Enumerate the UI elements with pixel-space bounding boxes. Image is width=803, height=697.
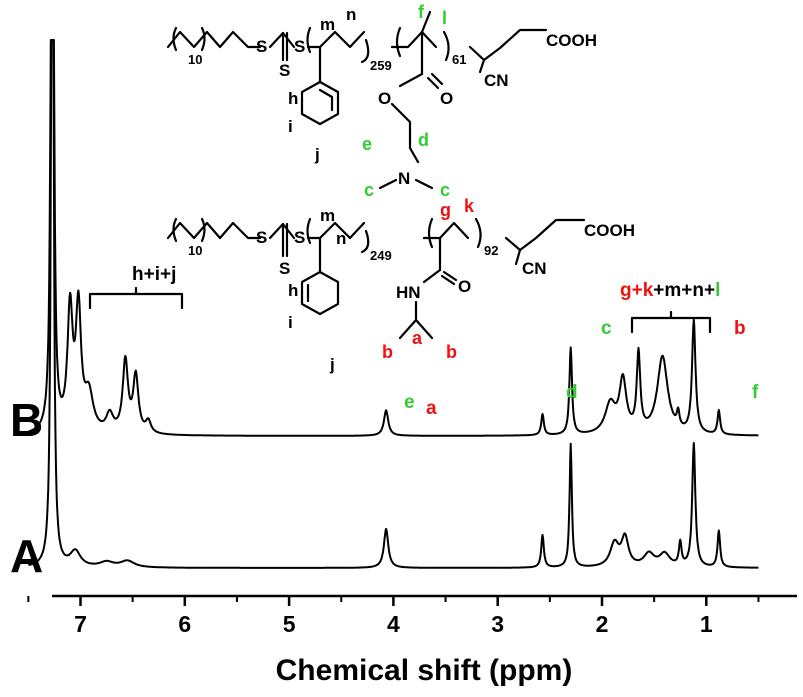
- top-second-subscript: 61: [452, 52, 466, 67]
- top-i: i: [288, 117, 293, 136]
- top-e: e: [362, 134, 372, 154]
- bottom-chain-subscript: 10: [188, 243, 202, 258]
- x-tick-label-2: 2: [596, 611, 609, 637]
- x-tick-label-1: 1: [700, 611, 713, 637]
- top-m: m: [320, 15, 335, 34]
- bracket-multi: [630, 310, 712, 334]
- bottom-n: n: [336, 229, 346, 248]
- peak-annotations: h+i+j e a d c g+k+m+n+l b f: [88, 264, 759, 419]
- annotation-d: d: [566, 382, 578, 403]
- bottom-cn: CN: [522, 259, 547, 278]
- structure-bottom: 10 S S S m n 249 h i j O HN 92 COOH CN g: [166, 196, 635, 374]
- x-tick-label-3: 3: [491, 611, 504, 637]
- x-tick-label-5: 5: [283, 611, 296, 637]
- top-d: d: [418, 130, 429, 150]
- top-n-atom: N: [398, 169, 410, 188]
- bottom-j: j: [329, 355, 335, 374]
- annotation-c: c: [601, 318, 612, 339]
- x-axis: 7 6 5 4 3 2 1: [27, 594, 797, 637]
- bottom-second-subscript: 92: [484, 243, 498, 258]
- annotation-multi-part3: l: [715, 280, 720, 301]
- bottom-a: a: [412, 328, 423, 348]
- spectra: [27, 39, 759, 569]
- bottom-styrene-subscript: 249: [370, 248, 392, 263]
- bottom-b1: b: [382, 342, 393, 362]
- bottom-hn: HN: [396, 283, 421, 302]
- top-s1: S: [256, 37, 267, 56]
- series-a-trace: [27, 39, 759, 569]
- annotation-e: e: [404, 392, 415, 413]
- top-cooh: COOH: [546, 31, 597, 50]
- top-o1: O: [440, 89, 453, 108]
- top-j: j: [314, 145, 320, 164]
- bottom-b2: b: [446, 342, 457, 362]
- series-b-trace: [27, 39, 759, 437]
- annotation-a: a: [426, 398, 437, 419]
- top-h: h: [288, 89, 298, 108]
- series-a-label: A: [10, 530, 43, 582]
- top-c1: c: [364, 180, 374, 200]
- top-l: l: [442, 8, 447, 28]
- top-s3: S: [294, 37, 305, 56]
- top-c2: c: [440, 180, 450, 200]
- annotation-h-i-j: h+i+j: [132, 264, 176, 285]
- bracket-h-i-j: [88, 286, 184, 310]
- top-styrene-subscript: 259: [370, 58, 392, 73]
- annotation-multi-part1: g+k: [620, 280, 654, 301]
- bottom-g: g: [440, 200, 451, 220]
- x-tick-label-6: 6: [178, 611, 191, 637]
- bottom-o: O: [458, 277, 471, 296]
- x-tick-label-7: 7: [74, 611, 87, 637]
- top-s2: S: [279, 61, 290, 80]
- top-cn: CN: [484, 71, 509, 90]
- top-chain-subscript: 10: [188, 52, 202, 67]
- top-f: f: [418, 2, 425, 22]
- annotation-multi: g+k+m+n+l: [620, 280, 720, 301]
- annotation-b: b: [734, 318, 746, 339]
- bottom-h: h: [288, 281, 298, 300]
- series-b-label: B: [10, 394, 43, 446]
- x-axis-title: Chemical shift (ppm): [276, 654, 573, 687]
- annotation-multi-part2: +m+n+: [653, 280, 715, 301]
- top-o2: O: [378, 89, 391, 108]
- bottom-cooh: COOH: [584, 221, 635, 240]
- bottom-m: m: [320, 206, 335, 225]
- top-n: n: [346, 5, 356, 24]
- bottom-s1: S: [256, 228, 267, 247]
- bottom-s3: S: [294, 228, 305, 247]
- annotation-f: f: [752, 382, 759, 403]
- bottom-s2: S: [279, 259, 290, 278]
- x-tick-label-4: 4: [387, 611, 400, 637]
- bottom-k: k: [464, 196, 475, 216]
- structure-top: 10 S S S m n 259 h i j O O 61 COOH: [166, 2, 597, 200]
- bottom-i: i: [288, 313, 293, 332]
